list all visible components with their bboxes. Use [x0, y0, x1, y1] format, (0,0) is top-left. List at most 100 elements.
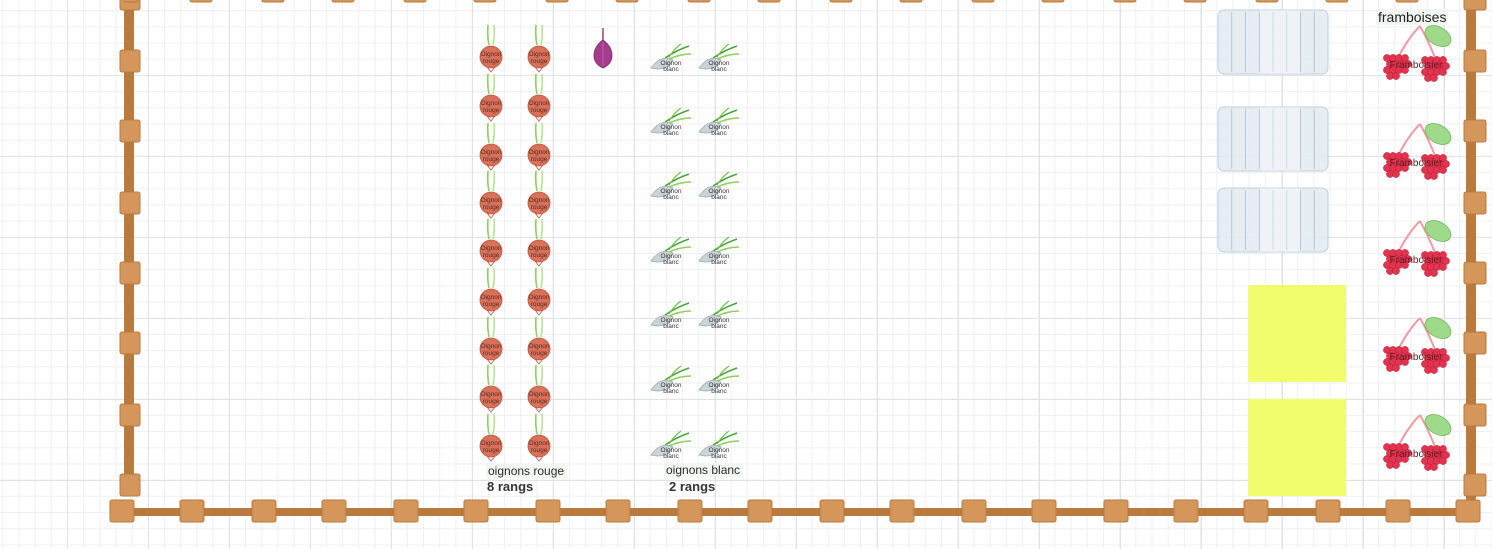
fence-post-bottom-16 — [1243, 499, 1269, 523]
svg-text:Framboisier: Framboisier — [1390, 158, 1443, 169]
svg-text:blanc: blanc — [663, 453, 679, 460]
svg-text:rouge: rouge — [531, 398, 548, 405]
fence-post-right-6 — [1463, 403, 1487, 427]
fence-post-top-2 — [331, 0, 355, 3]
svg-text:rouge: rouge — [483, 107, 500, 114]
fence-post-top-6 — [615, 0, 639, 3]
svg-text:blanc: blanc — [663, 66, 679, 73]
svg-text:blanc: blanc — [663, 130, 679, 137]
svg-text:rouge: rouge — [483, 204, 500, 211]
svg-text:Oignon: Oignon — [709, 124, 730, 131]
svg-text:Oignon: Oignon — [661, 382, 682, 389]
svg-text:Oignon: Oignon — [661, 124, 682, 131]
svg-text:blanc: blanc — [711, 130, 727, 137]
fence-post-right-7 — [1463, 473, 1487, 497]
fence-post-top-1 — [261, 0, 285, 3]
fence-post-bottom-0 — [109, 499, 135, 523]
fence-post-bottom-12 — [961, 499, 987, 523]
fence-post-bottom-8 — [677, 499, 703, 523]
svg-text:blanc: blanc — [663, 388, 679, 395]
fence-post-right-1 — [1463, 49, 1487, 73]
svg-text:Oignon: Oignon — [529, 149, 550, 156]
svg-text:Oignon: Oignon — [481, 149, 502, 156]
white-onion-count: 2 rangs — [669, 479, 716, 494]
svg-text:Oignon: Oignon — [709, 60, 730, 67]
fence-post-top-14 — [1183, 0, 1207, 3]
svg-text:blanc: blanc — [711, 259, 727, 266]
svg-text:Oignon: Oignon — [481, 245, 502, 252]
fence-bottom-rail — [112, 508, 1478, 516]
fence-post-top-9 — [829, 0, 853, 3]
svg-text:Oignon: Oignon — [529, 51, 550, 58]
svg-text:Oignon: Oignon — [529, 294, 550, 301]
svg-text:Oignon: Oignon — [529, 100, 550, 107]
svg-text:Oignon: Oignon — [529, 245, 550, 252]
fence-post-bottom-11 — [889, 499, 915, 523]
fence-post-bottom-1 — [179, 499, 205, 523]
fence-post-left-4 — [119, 261, 141, 285]
fence-post-right-2 — [1463, 119, 1487, 143]
fence-post-left-7 — [119, 473, 141, 497]
fence-post-bottom-14 — [1103, 499, 1129, 523]
fence-post-bottom-3 — [321, 499, 347, 523]
raspberry-icon: Framboisier — [1383, 25, 1452, 82]
svg-text:blanc: blanc — [663, 323, 679, 330]
fence-post-top-4 — [473, 0, 497, 3]
svg-text:rouge: rouge — [483, 398, 500, 405]
fence-post-top-15 — [1255, 0, 1279, 3]
fence-post-right-5 — [1463, 331, 1487, 355]
svg-text:Oignon: Oignon — [661, 447, 682, 454]
yellow-bed-1 — [1248, 285, 1346, 382]
svg-text:blanc: blanc — [711, 66, 727, 73]
greenhouse-tunnels — [1217, 9, 1329, 253]
fence-post-top-3 — [403, 0, 427, 3]
raspberry-icon: Framboisier — [1383, 123, 1452, 180]
fence-post-right-3 — [1463, 191, 1487, 215]
fence — [109, 0, 1487, 523]
fence-post-top-11 — [971, 0, 995, 3]
fence-post-bottom-17 — [1315, 499, 1341, 523]
fence-post-bottom-2 — [251, 499, 277, 523]
fence-post-left-2 — [119, 119, 141, 143]
svg-text:Oignon: Oignon — [709, 253, 730, 260]
svg-text:blanc: blanc — [711, 453, 727, 460]
svg-text:Oignon: Oignon — [661, 317, 682, 324]
fence-post-left-1 — [119, 49, 141, 73]
svg-text:Oignon: Oignon — [709, 382, 730, 389]
fence-post-bottom-18 — [1385, 499, 1411, 523]
svg-text:rouge: rouge — [531, 204, 548, 211]
svg-text:Oignon: Oignon — [481, 51, 502, 58]
svg-text:Oignon: Oignon — [709, 317, 730, 324]
fence-post-top-left — [123, 0, 139, 3]
svg-text:blanc: blanc — [663, 259, 679, 266]
greenhouse-tunnel-icon — [1217, 106, 1329, 172]
svg-text:Oignon: Oignon — [709, 447, 730, 454]
svg-text:Oignon: Oignon — [661, 253, 682, 260]
svg-text:Oignon: Oignon — [529, 197, 550, 204]
svg-text:rouge: rouge — [483, 447, 500, 454]
raspberry-icon: Framboisier — [1383, 414, 1452, 471]
svg-text:blanc: blanc — [711, 323, 727, 330]
red-onion-rows: OignonrougeOignonrougeOignonrougeOignonr… — [479, 24, 613, 462]
raspberry-icon: Framboisier — [1383, 317, 1452, 374]
fence-post-left-6 — [119, 403, 141, 427]
fence-post-right-0 — [1463, 0, 1487, 11]
fence-post-bottom-15 — [1173, 499, 1199, 523]
yellow-bed-2 — [1248, 399, 1346, 496]
